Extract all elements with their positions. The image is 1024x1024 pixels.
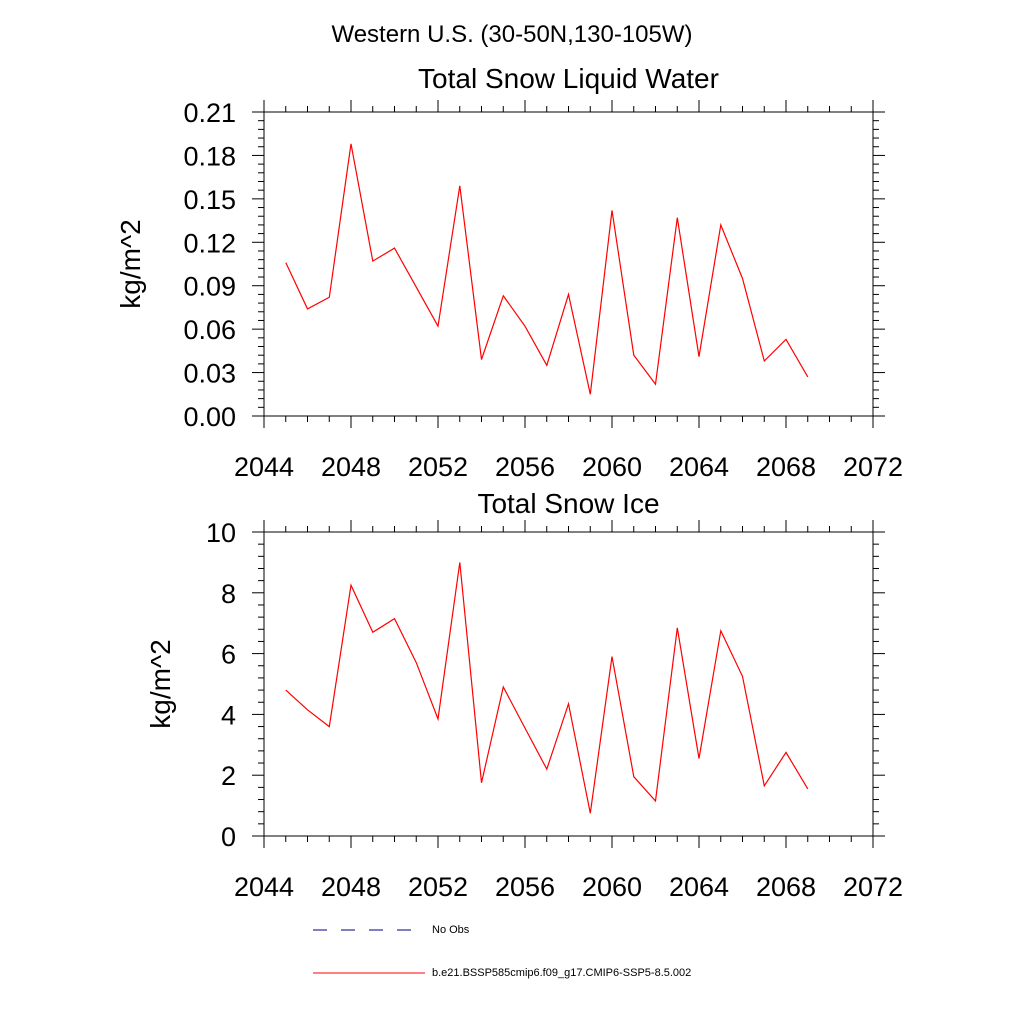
y-tick-label: 0.18 (183, 141, 236, 171)
x-tick-label: 2060 (582, 452, 642, 482)
y-tick-label: 0.06 (183, 315, 236, 345)
x-tick-label: 2072 (843, 872, 903, 902)
chart-title: Total Snow Ice (477, 488, 659, 519)
series-line (285, 143, 809, 395)
plot-frame (263, 531, 874, 837)
legend-label-model-run: b.e21.BSSP585cmip6.f09_g17.CMIP6-SSP5-8.… (432, 967, 691, 979)
y-tick-label: 0.00 (183, 402, 236, 432)
x-tick-label: 2048 (321, 872, 381, 902)
x-tick-label: 2052 (408, 452, 468, 482)
x-tick-label: 2060 (582, 872, 642, 902)
y-tick-label: 4 (221, 700, 236, 730)
x-tick-label: 2064 (669, 452, 729, 482)
x-tick-label: 2052 (408, 872, 468, 902)
x-tick-label: 2068 (756, 872, 816, 902)
legend: No Obs b.e21.BSSP585cmip6.f09_g17.CMIP6-… (313, 924, 691, 979)
x-tick-label: 2072 (843, 452, 903, 482)
x-tick-label: 2044 (234, 452, 294, 482)
y-tick-label: 2 (221, 761, 236, 791)
x-tick-label: 2048 (321, 452, 381, 482)
x-tick-label: 2064 (669, 872, 729, 902)
y-axis-label: kg/m^2 (145, 639, 176, 728)
y-tick-label: 0.03 (183, 359, 236, 389)
y-tick-label: 6 (221, 640, 236, 670)
y-tick-label: 0.21 (183, 98, 236, 128)
legend-item-no-obs: No Obs (313, 924, 470, 936)
legend-item-model-run: b.e21.BSSP585cmip6.f09_g17.CMIP6-SSP5-8.… (313, 967, 691, 979)
y-tick-label: 0.12 (183, 228, 236, 258)
y-axis-label: kg/m^2 (115, 219, 146, 308)
x-tick-label: 2056 (495, 872, 555, 902)
series-line (285, 562, 809, 814)
super-title: Western U.S. (30-50N,130-105W) (331, 21, 692, 48)
y-tick-label: 0.15 (183, 185, 236, 215)
x-tick-label: 2068 (756, 452, 816, 482)
x-tick-label: 2044 (234, 872, 294, 902)
plot-frame (263, 111, 874, 417)
y-tick-label: 10 (206, 518, 236, 548)
y-tick-label: 0.09 (183, 272, 236, 302)
chart-panel-liquid-water: Total Snow Liquid Water 2044 2048 2052 2056 2… (115, 63, 903, 482)
chart-title: Total Snow Liquid Water (418, 63, 719, 94)
x-tick-label: 2056 (495, 452, 555, 482)
y-tick-label: 8 (221, 579, 236, 609)
y-tick-label: 0 (221, 822, 236, 852)
legend-label-no-obs: No Obs (432, 924, 470, 936)
